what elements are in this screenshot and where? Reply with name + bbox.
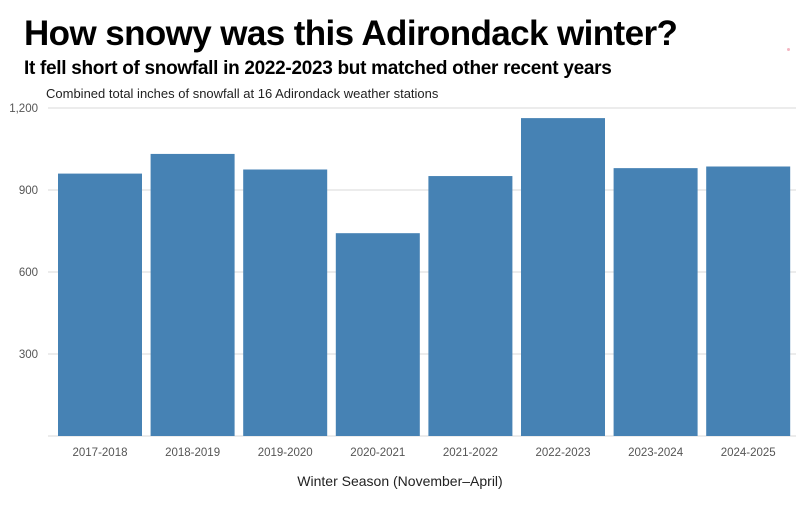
bar-2021-2022	[428, 176, 513, 436]
bar-2019-2020	[243, 169, 328, 436]
x-tick-label: 2024-2025	[721, 447, 776, 459]
chart-note: Combined total inches of snowfall at 16 …	[46, 86, 439, 101]
x-axis-tick-labels: 2017-2018 2018-2019 2019-2020 2020-2021 2021…	[73, 447, 776, 459]
y-tick-label: 900	[19, 185, 38, 197]
bar-2020-2021	[335, 233, 420, 436]
x-tick-label: 2023-2024	[628, 447, 684, 459]
x-axis-title: Winter Season (November–April)	[297, 473, 502, 489]
x-tick-label: 2022-2023	[536, 447, 591, 459]
y-axis-tick-labels: 300 600 900 1,200	[9, 103, 38, 361]
x-tick-label: 2020-2021	[350, 447, 405, 459]
x-tick-label: 2017-2018	[73, 447, 128, 459]
chart-subtitle: It fell short of snowfall in 2022-2023 b…	[24, 58, 612, 79]
x-tick-label: 2021-2022	[443, 447, 498, 459]
x-tick-label: 2018-2019	[165, 447, 220, 459]
decorative-dot	[787, 48, 790, 51]
bar-2023-2024	[613, 168, 698, 436]
bars	[58, 118, 791, 437]
bar-2018-2019	[150, 153, 235, 437]
bar-2017-2018	[58, 173, 142, 436]
x-tick-label: 2019-2020	[258, 447, 313, 459]
chart-title: How snowy was this Adirondack winter?	[24, 14, 678, 53]
y-tick-label: 600	[19, 267, 38, 279]
y-tick-label: 1,200	[9, 103, 38, 115]
bar-2022-2023	[521, 118, 605, 436]
y-tick-label: 300	[19, 349, 38, 361]
bar-2024-2025	[706, 166, 791, 436]
